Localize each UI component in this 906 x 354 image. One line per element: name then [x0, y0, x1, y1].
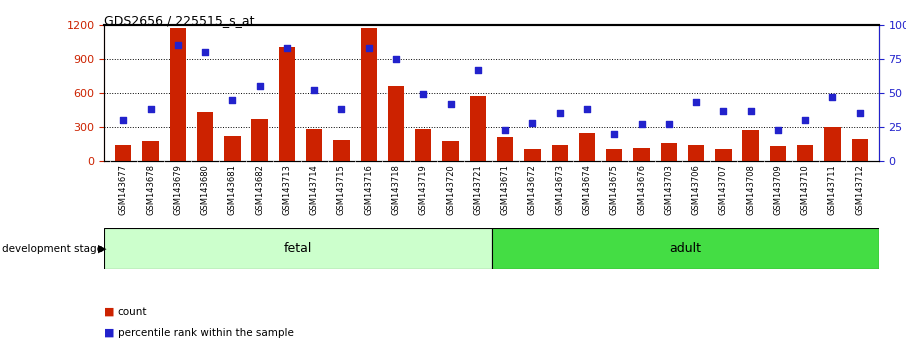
Text: GSM143678: GSM143678 [146, 164, 155, 216]
Text: GSM143714: GSM143714 [310, 164, 319, 215]
Text: GSM143679: GSM143679 [173, 164, 182, 215]
Point [389, 56, 403, 62]
Text: GSM143676: GSM143676 [637, 164, 646, 216]
Point [334, 107, 349, 112]
Point [361, 45, 376, 51]
Text: GSM143709: GSM143709 [774, 164, 783, 215]
Text: GSM143711: GSM143711 [828, 164, 837, 215]
Bar [824, 127, 841, 161]
Text: GSM143712: GSM143712 [855, 164, 864, 215]
Point [253, 83, 267, 89]
Point [525, 120, 540, 126]
Bar [491, 228, 879, 269]
Point [498, 127, 513, 132]
Point [716, 108, 730, 114]
Text: GSM143671: GSM143671 [501, 164, 510, 215]
Bar [606, 149, 622, 161]
Point [443, 101, 458, 107]
Point [307, 87, 322, 93]
Text: ■: ■ [104, 328, 115, 338]
Bar [142, 141, 159, 161]
Bar [442, 141, 458, 161]
Bar [715, 149, 731, 161]
Bar [770, 146, 786, 161]
Point [825, 94, 840, 100]
Point [661, 121, 676, 127]
Text: GSM143680: GSM143680 [200, 164, 209, 215]
Bar [415, 129, 431, 161]
Point [771, 127, 786, 132]
Text: count: count [118, 307, 148, 316]
Bar [388, 86, 404, 161]
Point [225, 97, 239, 103]
Text: GSM143715: GSM143715 [337, 164, 346, 215]
Bar [497, 137, 514, 161]
Text: development stage: development stage [2, 244, 102, 254]
Point [170, 42, 185, 48]
Bar [197, 112, 213, 161]
Bar [104, 228, 491, 269]
Bar [333, 140, 350, 161]
Bar [797, 145, 814, 161]
Point [634, 121, 649, 127]
Text: GSM143703: GSM143703 [664, 164, 673, 215]
Text: GSM143716: GSM143716 [364, 164, 373, 215]
Text: GSM143706: GSM143706 [691, 164, 700, 215]
Bar [224, 136, 241, 161]
Point [116, 117, 130, 123]
Bar [579, 133, 595, 161]
Text: GSM143719: GSM143719 [419, 164, 428, 215]
Text: ■: ■ [104, 307, 115, 316]
Bar [852, 139, 868, 161]
Text: GSM143713: GSM143713 [283, 164, 292, 215]
Text: GSM143673: GSM143673 [555, 164, 564, 216]
Bar [306, 129, 323, 161]
Point [853, 110, 867, 116]
Point [143, 107, 158, 112]
Text: GSM143672: GSM143672 [528, 164, 537, 215]
Bar [469, 96, 486, 161]
Point [744, 108, 758, 114]
Point [798, 117, 813, 123]
Text: GSM143710: GSM143710 [801, 164, 810, 215]
Bar [660, 143, 677, 161]
Text: fetal: fetal [284, 242, 312, 255]
Text: GSM143721: GSM143721 [473, 164, 482, 215]
Point [607, 131, 622, 137]
Point [280, 45, 294, 51]
Text: GSM143674: GSM143674 [583, 164, 592, 215]
Text: GSM143718: GSM143718 [391, 164, 400, 215]
Bar [633, 148, 650, 161]
Point [689, 99, 703, 105]
Bar [169, 28, 186, 161]
Bar [252, 119, 268, 161]
Text: GSM143677: GSM143677 [119, 164, 128, 216]
Text: GSM143720: GSM143720 [446, 164, 455, 215]
Text: adult: adult [670, 242, 701, 255]
Text: percentile rank within the sample: percentile rank within the sample [118, 328, 294, 338]
Point [553, 110, 567, 116]
Text: GSM143682: GSM143682 [255, 164, 265, 215]
Bar [552, 144, 568, 161]
Text: GSM143675: GSM143675 [610, 164, 619, 215]
Point [416, 91, 430, 97]
Text: GDS2656 / 225515_s_at: GDS2656 / 225515_s_at [104, 14, 255, 27]
Bar [688, 144, 704, 161]
Bar [115, 144, 131, 161]
Bar [525, 149, 541, 161]
Text: GSM143708: GSM143708 [747, 164, 755, 215]
Text: ▶: ▶ [98, 244, 106, 254]
Point [198, 49, 212, 55]
Bar [279, 47, 295, 161]
Point [470, 67, 485, 73]
Bar [742, 130, 759, 161]
Text: GSM143707: GSM143707 [718, 164, 728, 215]
Point [580, 107, 594, 112]
Bar [361, 28, 377, 161]
Text: GSM143681: GSM143681 [228, 164, 236, 215]
